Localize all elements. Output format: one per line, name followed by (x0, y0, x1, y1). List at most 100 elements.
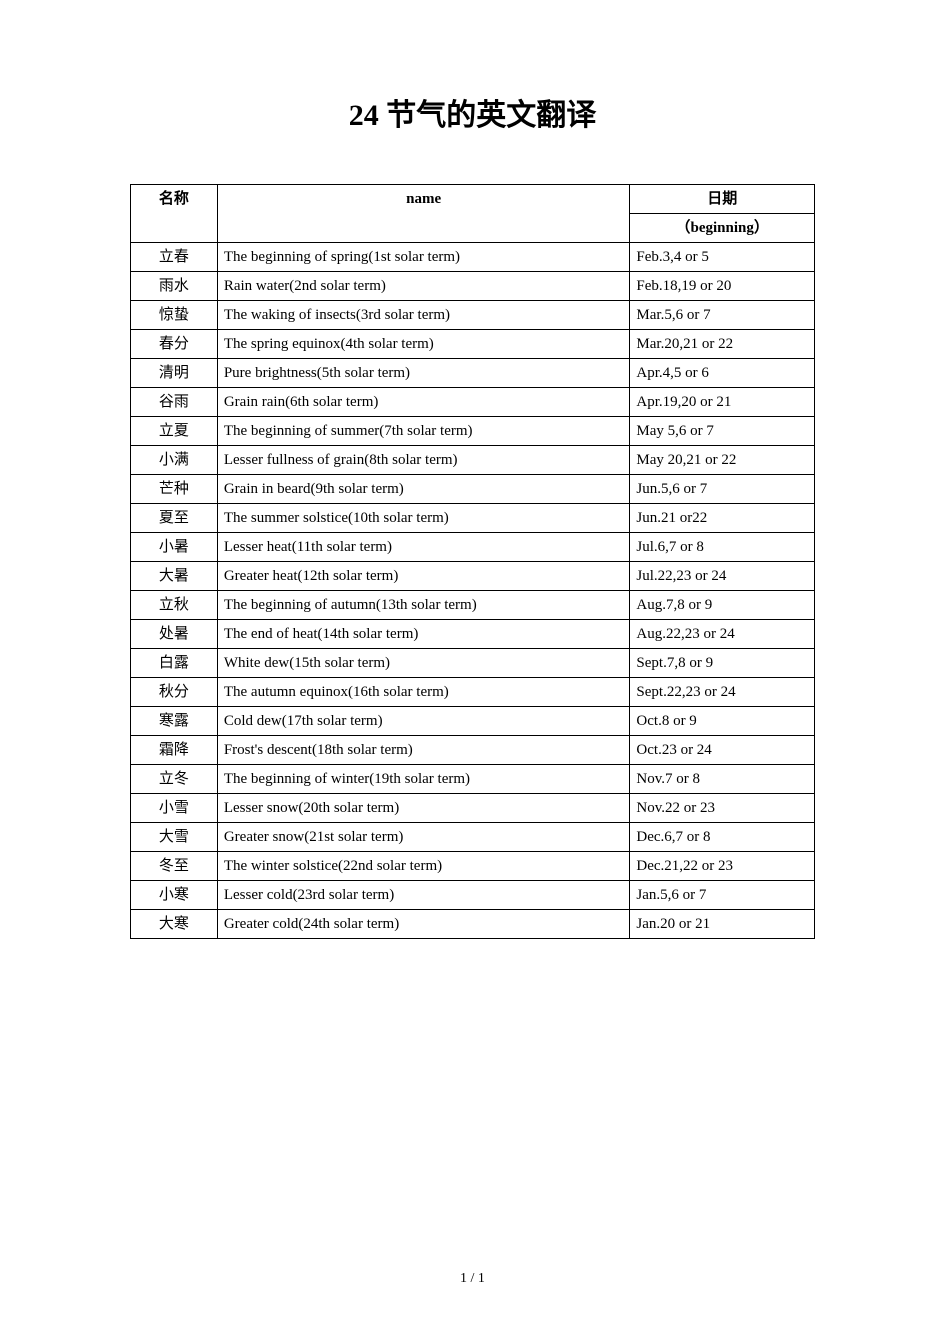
cell-en-name: The end of heat(14th solar term) (217, 620, 630, 649)
cell-date: Oct.23 or 24 (630, 736, 815, 765)
table-row: 清明Pure brightness(5th solar term)Apr.4,5… (131, 359, 815, 388)
cell-date: Apr.4,5 or 6 (630, 359, 815, 388)
table-row: 小寒Lesser cold(23rd solar term)Jan.5,6 or… (131, 881, 815, 910)
cell-date: Dec.21,22 or 23 (630, 852, 815, 881)
cell-cn-name: 夏至 (131, 504, 218, 533)
cell-date: Jan.20 or 21 (630, 910, 815, 939)
table-row: 谷雨Grain rain(6th solar term)Apr.19,20 or… (131, 388, 815, 417)
cell-date: Sept.7,8 or 9 (630, 649, 815, 678)
cell-date: Sept.22,23 or 24 (630, 678, 815, 707)
cell-date: Jul.22,23 or 24 (630, 562, 815, 591)
solar-terms-table: 名称 name 日期 （beginning） 立春The beginning o… (130, 184, 815, 939)
cell-en-name: Lesser cold(23rd solar term) (217, 881, 630, 910)
cell-en-name: The beginning of summer(7th solar term) (217, 417, 630, 446)
cell-cn-name: 霜降 (131, 736, 218, 765)
cell-date: Nov.22 or 23 (630, 794, 815, 823)
table-row: 处暑The end of heat(14th solar term)Aug.22… (131, 620, 815, 649)
table-row: 春分The spring equinox(4th solar term)Mar.… (131, 330, 815, 359)
cell-en-name: The summer solstice(10th solar term) (217, 504, 630, 533)
cell-cn-name: 小满 (131, 446, 218, 475)
cell-date: Dec.6,7 or 8 (630, 823, 815, 852)
cell-cn-name: 小暑 (131, 533, 218, 562)
cell-cn-name: 白露 (131, 649, 218, 678)
cell-date: Jan.5,6 or 7 (630, 881, 815, 910)
cell-cn-name: 秋分 (131, 678, 218, 707)
cell-en-name: The beginning of autumn(13th solar term) (217, 591, 630, 620)
cell-date: Jun.21 or22 (630, 504, 815, 533)
cell-en-name: The autumn equinox(16th solar term) (217, 678, 630, 707)
cell-en-name: Lesser heat(11th solar term) (217, 533, 630, 562)
table-header-row: 名称 name 日期 (131, 185, 815, 214)
cell-date: Feb.3,4 or 5 (630, 243, 815, 272)
cell-en-name: Lesser snow(20th solar term) (217, 794, 630, 823)
cell-en-name: The winter solstice(22nd solar term) (217, 852, 630, 881)
table-row: 大寒Greater cold(24th solar term)Jan.20 or… (131, 910, 815, 939)
cell-cn-name: 寒露 (131, 707, 218, 736)
cell-cn-name: 立夏 (131, 417, 218, 446)
cell-en-name: Cold dew(17th solar term) (217, 707, 630, 736)
table-row: 小雪Lesser snow(20th solar term)Nov.22 or … (131, 794, 815, 823)
cell-cn-name: 立秋 (131, 591, 218, 620)
cell-date: May 20,21 or 22 (630, 446, 815, 475)
cell-date: Oct.8 or 9 (630, 707, 815, 736)
cell-en-name: Greater heat(12th solar term) (217, 562, 630, 591)
cell-cn-name: 大暑 (131, 562, 218, 591)
cell-cn-name: 小雪 (131, 794, 218, 823)
cell-date: Jun.5,6 or 7 (630, 475, 815, 504)
cell-cn-name: 小寒 (131, 881, 218, 910)
cell-en-name: Greater snow(21st solar term) (217, 823, 630, 852)
table-row: 立冬The beginning of winter(19th solar ter… (131, 765, 815, 794)
table-row: 白露White dew(15th solar term)Sept.7,8 or … (131, 649, 815, 678)
cell-date: Aug.22,23 or 24 (630, 620, 815, 649)
cell-en-name: Grain rain(6th solar term) (217, 388, 630, 417)
cell-cn-name: 芒种 (131, 475, 218, 504)
cell-date: Aug.7,8 or 9 (630, 591, 815, 620)
header-date: 日期 (630, 185, 815, 214)
cell-en-name: The spring equinox(4th solar term) (217, 330, 630, 359)
table-row: 霜降Frost's descent(18th solar term)Oct.23… (131, 736, 815, 765)
table-row: 夏至The summer solstice(10th solar term)Ju… (131, 504, 815, 533)
cell-en-name: Frost's descent(18th solar term) (217, 736, 630, 765)
table-row: 立秋The beginning of autumn(13th solar ter… (131, 591, 815, 620)
table-row: 惊蛰The waking of insects(3rd solar term)M… (131, 301, 815, 330)
table-row: 冬至The winter solstice(22nd solar term)De… (131, 852, 815, 881)
cell-en-name: The waking of insects(3rd solar term) (217, 301, 630, 330)
header-name-en: name (217, 185, 630, 243)
cell-en-name: Pure brightness(5th solar term) (217, 359, 630, 388)
header-name-cn: 名称 (131, 185, 218, 243)
cell-cn-name: 春分 (131, 330, 218, 359)
cell-cn-name: 清明 (131, 359, 218, 388)
table-row: 芒种Grain in beard(9th solar term)Jun.5,6 … (131, 475, 815, 504)
cell-cn-name: 惊蛰 (131, 301, 218, 330)
cell-en-name: Greater cold(24th solar term) (217, 910, 630, 939)
table-row: 立夏The beginning of summer(7th solar term… (131, 417, 815, 446)
cell-cn-name: 大寒 (131, 910, 218, 939)
page-title: 24 节气的英文翻译 (0, 90, 945, 134)
cell-en-name: Lesser fullness of grain(8th solar term) (217, 446, 630, 475)
cell-cn-name: 冬至 (131, 852, 218, 881)
table-row: 秋分The autumn equinox(16th solar term)Sep… (131, 678, 815, 707)
table-row: 大雪Greater snow(21st solar term)Dec.6,7 o… (131, 823, 815, 852)
cell-cn-name: 立冬 (131, 765, 218, 794)
cell-cn-name: 大雪 (131, 823, 218, 852)
table-row: 大暑Greater heat(12th solar term)Jul.22,23… (131, 562, 815, 591)
table-row: 小暑Lesser heat(11th solar term)Jul.6,7 or… (131, 533, 815, 562)
cell-cn-name: 谷雨 (131, 388, 218, 417)
cell-date: May 5,6 or 7 (630, 417, 815, 446)
cell-date: Feb.18,19 or 20 (630, 272, 815, 301)
cell-en-name: White dew(15th solar term) (217, 649, 630, 678)
table-body: 立春The beginning of spring(1st solar term… (131, 243, 815, 939)
cell-date: Mar.5,6 or 7 (630, 301, 815, 330)
table-row: 立春The beginning of spring(1st solar term… (131, 243, 815, 272)
cell-en-name: The beginning of spring(1st solar term) (217, 243, 630, 272)
table-row: 寒露Cold dew(17th solar term)Oct.8 or 9 (131, 707, 815, 736)
cell-date: Jul.6,7 or 8 (630, 533, 815, 562)
header-date-sub: （beginning） (630, 214, 815, 243)
page-number: 1 / 1 (0, 1271, 945, 1287)
table-row: 小满Lesser fullness of grain(8th solar ter… (131, 446, 815, 475)
cell-en-name: Rain water(2nd solar term) (217, 272, 630, 301)
cell-cn-name: 立春 (131, 243, 218, 272)
cell-date: Apr.19,20 or 21 (630, 388, 815, 417)
cell-en-name: The beginning of winter(19th solar term) (217, 765, 630, 794)
cell-date: Nov.7 or 8 (630, 765, 815, 794)
